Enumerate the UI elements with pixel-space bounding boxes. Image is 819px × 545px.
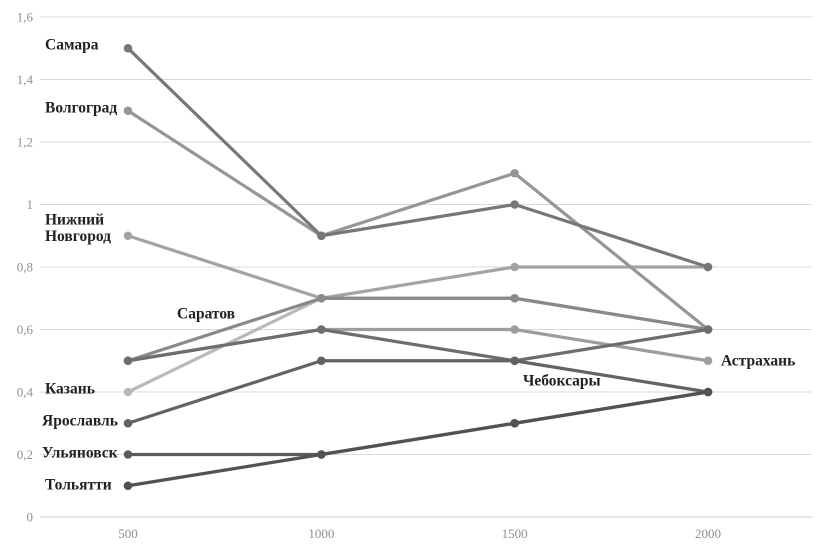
series-point-tolyatti-2000 [703,387,713,397]
series-point-kazan-500 [123,387,133,397]
series-point-samara-2000 [703,262,713,272]
series-point-astrakhan-1500 [510,325,519,334]
series-line-volgograd [127,109,709,331]
series-label-astrakhan: Астрахань [721,353,795,370]
series-point-nizhny-novgorod-1500 [510,262,519,272]
series-line-ulyanovsk [128,390,709,457]
series-line-cheboksary [127,327,709,363]
series-point-volgograd-1500 [510,168,519,178]
y-tick-label-1,4: 1,4 [17,72,34,87]
series-point-cheboksary-2000 [703,325,713,334]
series-line-samara [126,47,709,269]
series-point-astrakhan-2000 [703,356,713,366]
series-point-nizhny-novgorod-500 [123,231,133,241]
series-point-saratov-1500 [510,293,519,303]
series-line-nizhny-novgorod [127,234,708,300]
x-axis-tick-labels: 500 1000 1500 2000 [118,526,721,541]
y-tick-label-1: 1 [27,197,34,212]
series-point-yaroslavl-500 [123,418,133,428]
y-tick-label-0: 0 [27,510,34,525]
series-label-ulyanovsk: Ульяновск [42,445,118,462]
series-label-cheboksary: Чебоксары [523,373,601,390]
x-tick-label-2000: 2000 [695,526,721,541]
series-point-yaroslavl-1000 [317,356,326,366]
y-tick-label-0,4: 0,4 [17,385,34,400]
x-tick-label-1000: 1000 [308,526,334,541]
series-point-samara-1000 [317,231,326,241]
y-tick-label-0,8: 0,8 [17,260,33,275]
y-tick-label-1,6: 1,6 [17,10,34,25]
series-label-kazan: Казань [45,381,95,398]
series-labels: Казань Нижний Новгород Астрахань Волгоград Са… [42,37,795,494]
series-lines [126,47,709,488]
series-point-tolyatti-1000 [317,450,326,459]
series-label-nizhny-novgorod: Нижний Новгород [45,212,111,246]
series-point-tolyatti-1500 [510,418,519,428]
series-point-samara-500 [123,43,133,53]
series-line-tolyatti [127,390,709,488]
series-label-volgograd: Волгоград [45,100,117,117]
x-tick-label-500: 500 [118,526,138,541]
series-line-yaroslavl [127,359,709,425]
y-tick-label-1,2: 1,2 [17,135,33,150]
series-label-yaroslavl: Ярославль [42,413,118,430]
series-point-yaroslavl-1500 [510,356,519,366]
series-label-saratov: Саратов [177,306,235,323]
series-line-saratov [127,296,709,363]
series-point-cheboksary-1000 [317,325,326,334]
series-label-samara: Самара [45,37,99,54]
series-point-saratov-1000 [317,293,326,303]
y-tick-label-0,2: 0,2 [17,447,33,462]
x-tick-label-1500: 1500 [502,526,528,541]
series-points [123,43,713,491]
y-tick-label-0,6: 0,6 [17,322,34,337]
series-label-tolyatti: Тольятти [45,477,112,494]
series-point-cheboksary-500 [123,356,133,366]
series-point-tolyatti-500 [123,481,133,491]
series-point-ulyanovsk-500 [123,450,133,459]
series-point-volgograd-500 [123,106,133,116]
series-point-samara-1500 [510,200,519,209]
y-axis-tick-labels: 0 0,2 0,4 0,6 0,8 1 1,2 1,4 1,6 [17,10,34,525]
